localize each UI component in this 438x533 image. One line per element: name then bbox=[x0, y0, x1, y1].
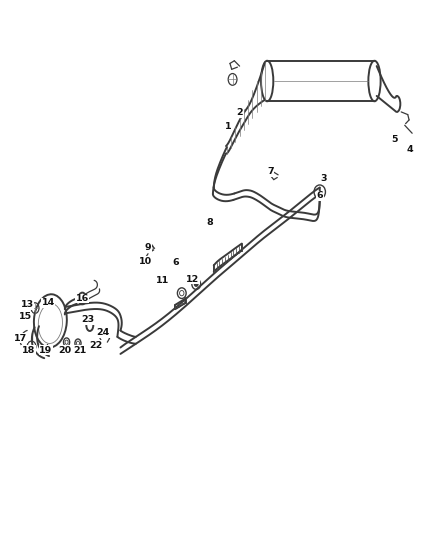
Text: 16: 16 bbox=[76, 294, 89, 303]
Circle shape bbox=[194, 282, 198, 286]
Text: 1: 1 bbox=[224, 123, 231, 131]
Text: 4: 4 bbox=[406, 145, 413, 154]
Text: 7: 7 bbox=[267, 167, 274, 176]
Text: 6: 6 bbox=[316, 191, 323, 200]
Text: 6: 6 bbox=[172, 258, 179, 266]
Text: 12: 12 bbox=[186, 275, 199, 284]
Text: 10: 10 bbox=[139, 257, 152, 265]
Text: 17: 17 bbox=[14, 334, 28, 343]
Text: 11: 11 bbox=[155, 276, 169, 285]
Text: 19: 19 bbox=[39, 346, 53, 354]
Text: 22: 22 bbox=[89, 341, 102, 350]
Text: 15: 15 bbox=[19, 312, 32, 321]
Text: 20: 20 bbox=[58, 346, 71, 354]
Text: 8: 8 bbox=[207, 219, 214, 227]
Text: 9: 9 bbox=[145, 244, 152, 252]
Text: 13: 13 bbox=[21, 301, 34, 309]
Text: 14: 14 bbox=[42, 298, 55, 307]
Text: 18: 18 bbox=[22, 346, 35, 354]
Text: 3: 3 bbox=[321, 174, 327, 183]
Text: 2: 2 bbox=[237, 109, 244, 117]
Text: 21: 21 bbox=[73, 346, 86, 354]
Text: 24: 24 bbox=[97, 328, 110, 337]
Text: 5: 5 bbox=[391, 135, 397, 144]
Text: 23: 23 bbox=[81, 316, 94, 324]
